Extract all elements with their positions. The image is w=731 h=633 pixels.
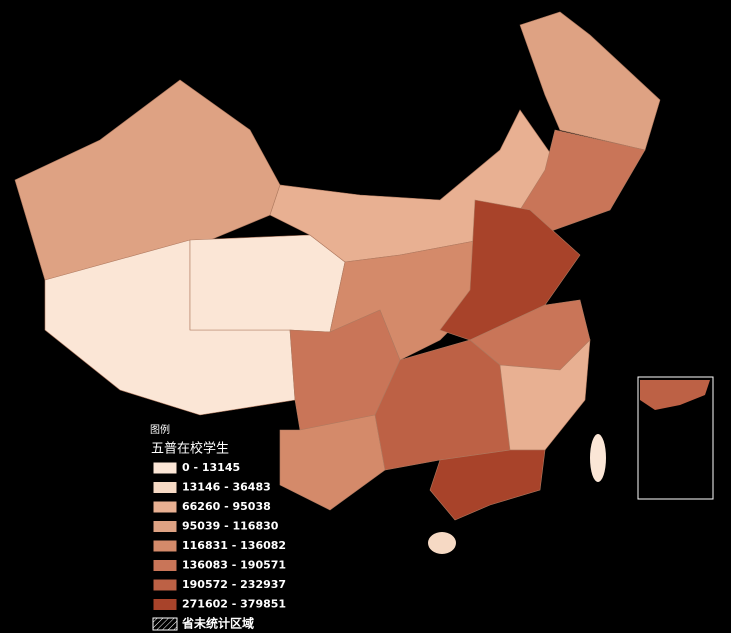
legend-swatch	[152, 500, 178, 514]
legend-label: 116831 - 136082	[182, 539, 286, 552]
legend-label: 13146 - 36483	[182, 481, 271, 494]
hainan	[428, 532, 456, 554]
legend-swatch	[152, 559, 178, 572]
legend-swatch	[152, 578, 178, 592]
legend-swatch	[152, 481, 178, 494]
legend-title: 图例	[150, 423, 170, 436]
qinghai	[189, 234, 346, 333]
south	[429, 449, 546, 521]
legend-label: 136083 - 190571	[182, 559, 286, 572]
legend-swatch	[152, 539, 178, 553]
provinces	[14, 11, 661, 554]
legend-swatch	[152, 598, 178, 611]
inset-land	[640, 380, 710, 410]
inset-frame	[637, 376, 714, 500]
legend-label: 190572 - 232937	[182, 578, 286, 591]
legend-label: 66260 - 95038	[182, 500, 271, 513]
legend-label: 95039 - 116830	[182, 520, 279, 533]
legend-label: 0 - 13145	[182, 461, 240, 474]
taiwan	[590, 434, 606, 482]
legend-swatch	[152, 461, 178, 475]
legend-label: 省未统计区域	[181, 616, 254, 631]
legend-swatch	[152, 520, 178, 533]
inset	[637, 376, 714, 500]
legend: 0 - 13145 13146 - 36483 66260 - 95038 95039…	[152, 461, 286, 631]
legend-swatch-hatch	[152, 617, 178, 631]
legend-subtitle: 五普在校学生	[151, 441, 229, 457]
legend-label: 271602 - 379851	[182, 598, 286, 611]
heilongjiang	[519, 11, 661, 151]
